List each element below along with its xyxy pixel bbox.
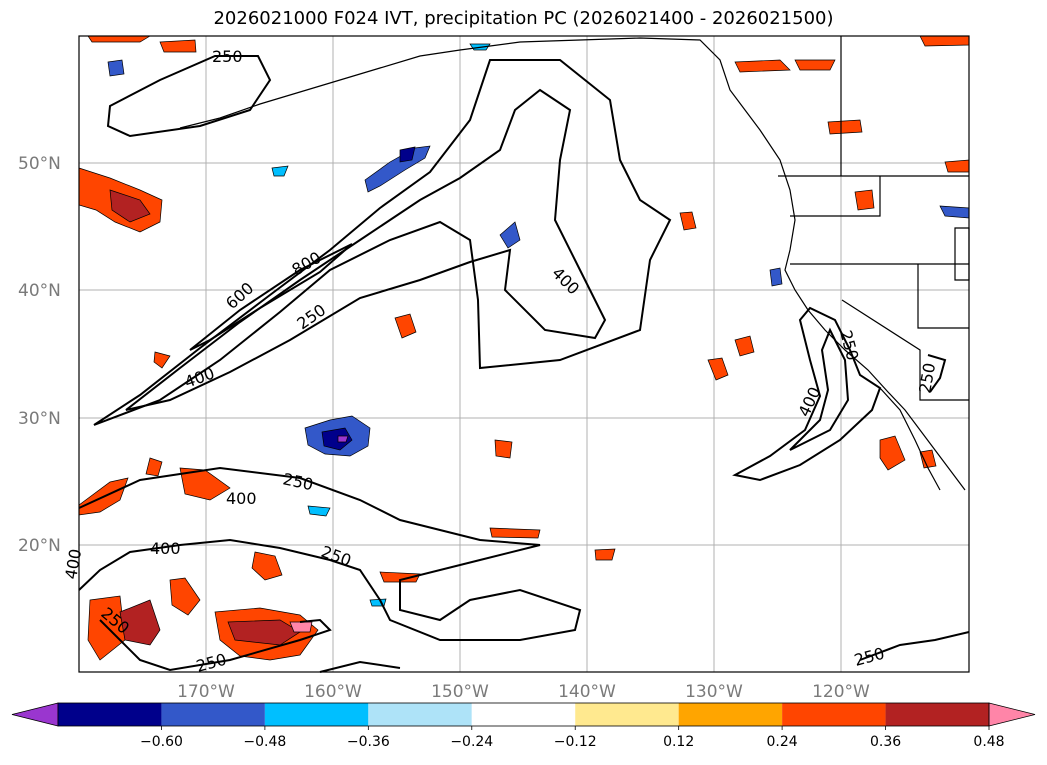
colorbar-tick-label: 0.48 bbox=[973, 734, 1004, 750]
colorbar-extend-high bbox=[988, 702, 1036, 727]
colorbar-frame bbox=[57, 702, 990, 727]
colorbar-tick-label: −0.36 bbox=[347, 734, 390, 750]
colorbar-segment bbox=[885, 703, 989, 726]
ivt-contours bbox=[78, 55, 970, 673]
lat-axis-labels: 50°N 40°N 30°N 20°N bbox=[18, 154, 61, 556]
precip-negative-areas bbox=[107, 43, 970, 607]
lon-label: 120°W bbox=[812, 682, 870, 702]
colorbar-tick-label: 0.12 bbox=[663, 734, 694, 750]
colorbar-tick-label: −0.12 bbox=[554, 734, 597, 750]
lat-label: 30°N bbox=[18, 409, 61, 429]
colorbar-segment bbox=[782, 703, 886, 726]
contour-label: 250 bbox=[212, 47, 243, 66]
map-title: 2026021000 F024 IVT, precipitation PC (2… bbox=[213, 8, 834, 29]
contour-label: 400 bbox=[150, 539, 181, 558]
lon-label: 170°W bbox=[177, 682, 235, 702]
colorbar-segment bbox=[368, 703, 472, 726]
lat-label: 20°N bbox=[18, 536, 61, 556]
lat-label: 50°N bbox=[18, 154, 61, 174]
contour-label: 400 bbox=[226, 489, 257, 508]
colorbar-tick-label: −0.24 bbox=[450, 734, 493, 750]
lon-label: 130°W bbox=[685, 682, 743, 702]
map-plot-area: 250 800 600 250 400 400 250 400 250 400 … bbox=[61, 35, 970, 676]
colorbar: −0.60 −0.48 −0.36 −0.24 −0.12 0.12 0.24 0.36 0.4… bbox=[11, 702, 1036, 750]
colorbar-segment bbox=[678, 703, 783, 726]
colorbar-tick-label: −0.48 bbox=[243, 734, 286, 750]
lat-label: 40°N bbox=[18, 281, 61, 301]
precip-positive-areas bbox=[78, 35, 970, 661]
colorbar-tick-label: 0.36 bbox=[870, 734, 901, 750]
colorbar-segment bbox=[161, 703, 265, 726]
lon-axis-labels: 170°W 160°W 150°W 140°W 130°W 120°W bbox=[177, 682, 870, 702]
lon-label: 140°W bbox=[558, 682, 616, 702]
colorbar-segment bbox=[58, 703, 162, 726]
colorbar-tick-label: −0.60 bbox=[140, 734, 183, 750]
colorbar-segment bbox=[575, 703, 679, 726]
colorbar-tick-label: 0.24 bbox=[767, 734, 798, 750]
lon-label: 160°W bbox=[304, 682, 362, 702]
colorbar-segment bbox=[264, 703, 369, 726]
colorbar-segment bbox=[471, 703, 576, 726]
lon-label: 150°W bbox=[431, 682, 489, 702]
colorbar-extend-low bbox=[11, 702, 59, 727]
map-frame bbox=[78, 35, 970, 673]
